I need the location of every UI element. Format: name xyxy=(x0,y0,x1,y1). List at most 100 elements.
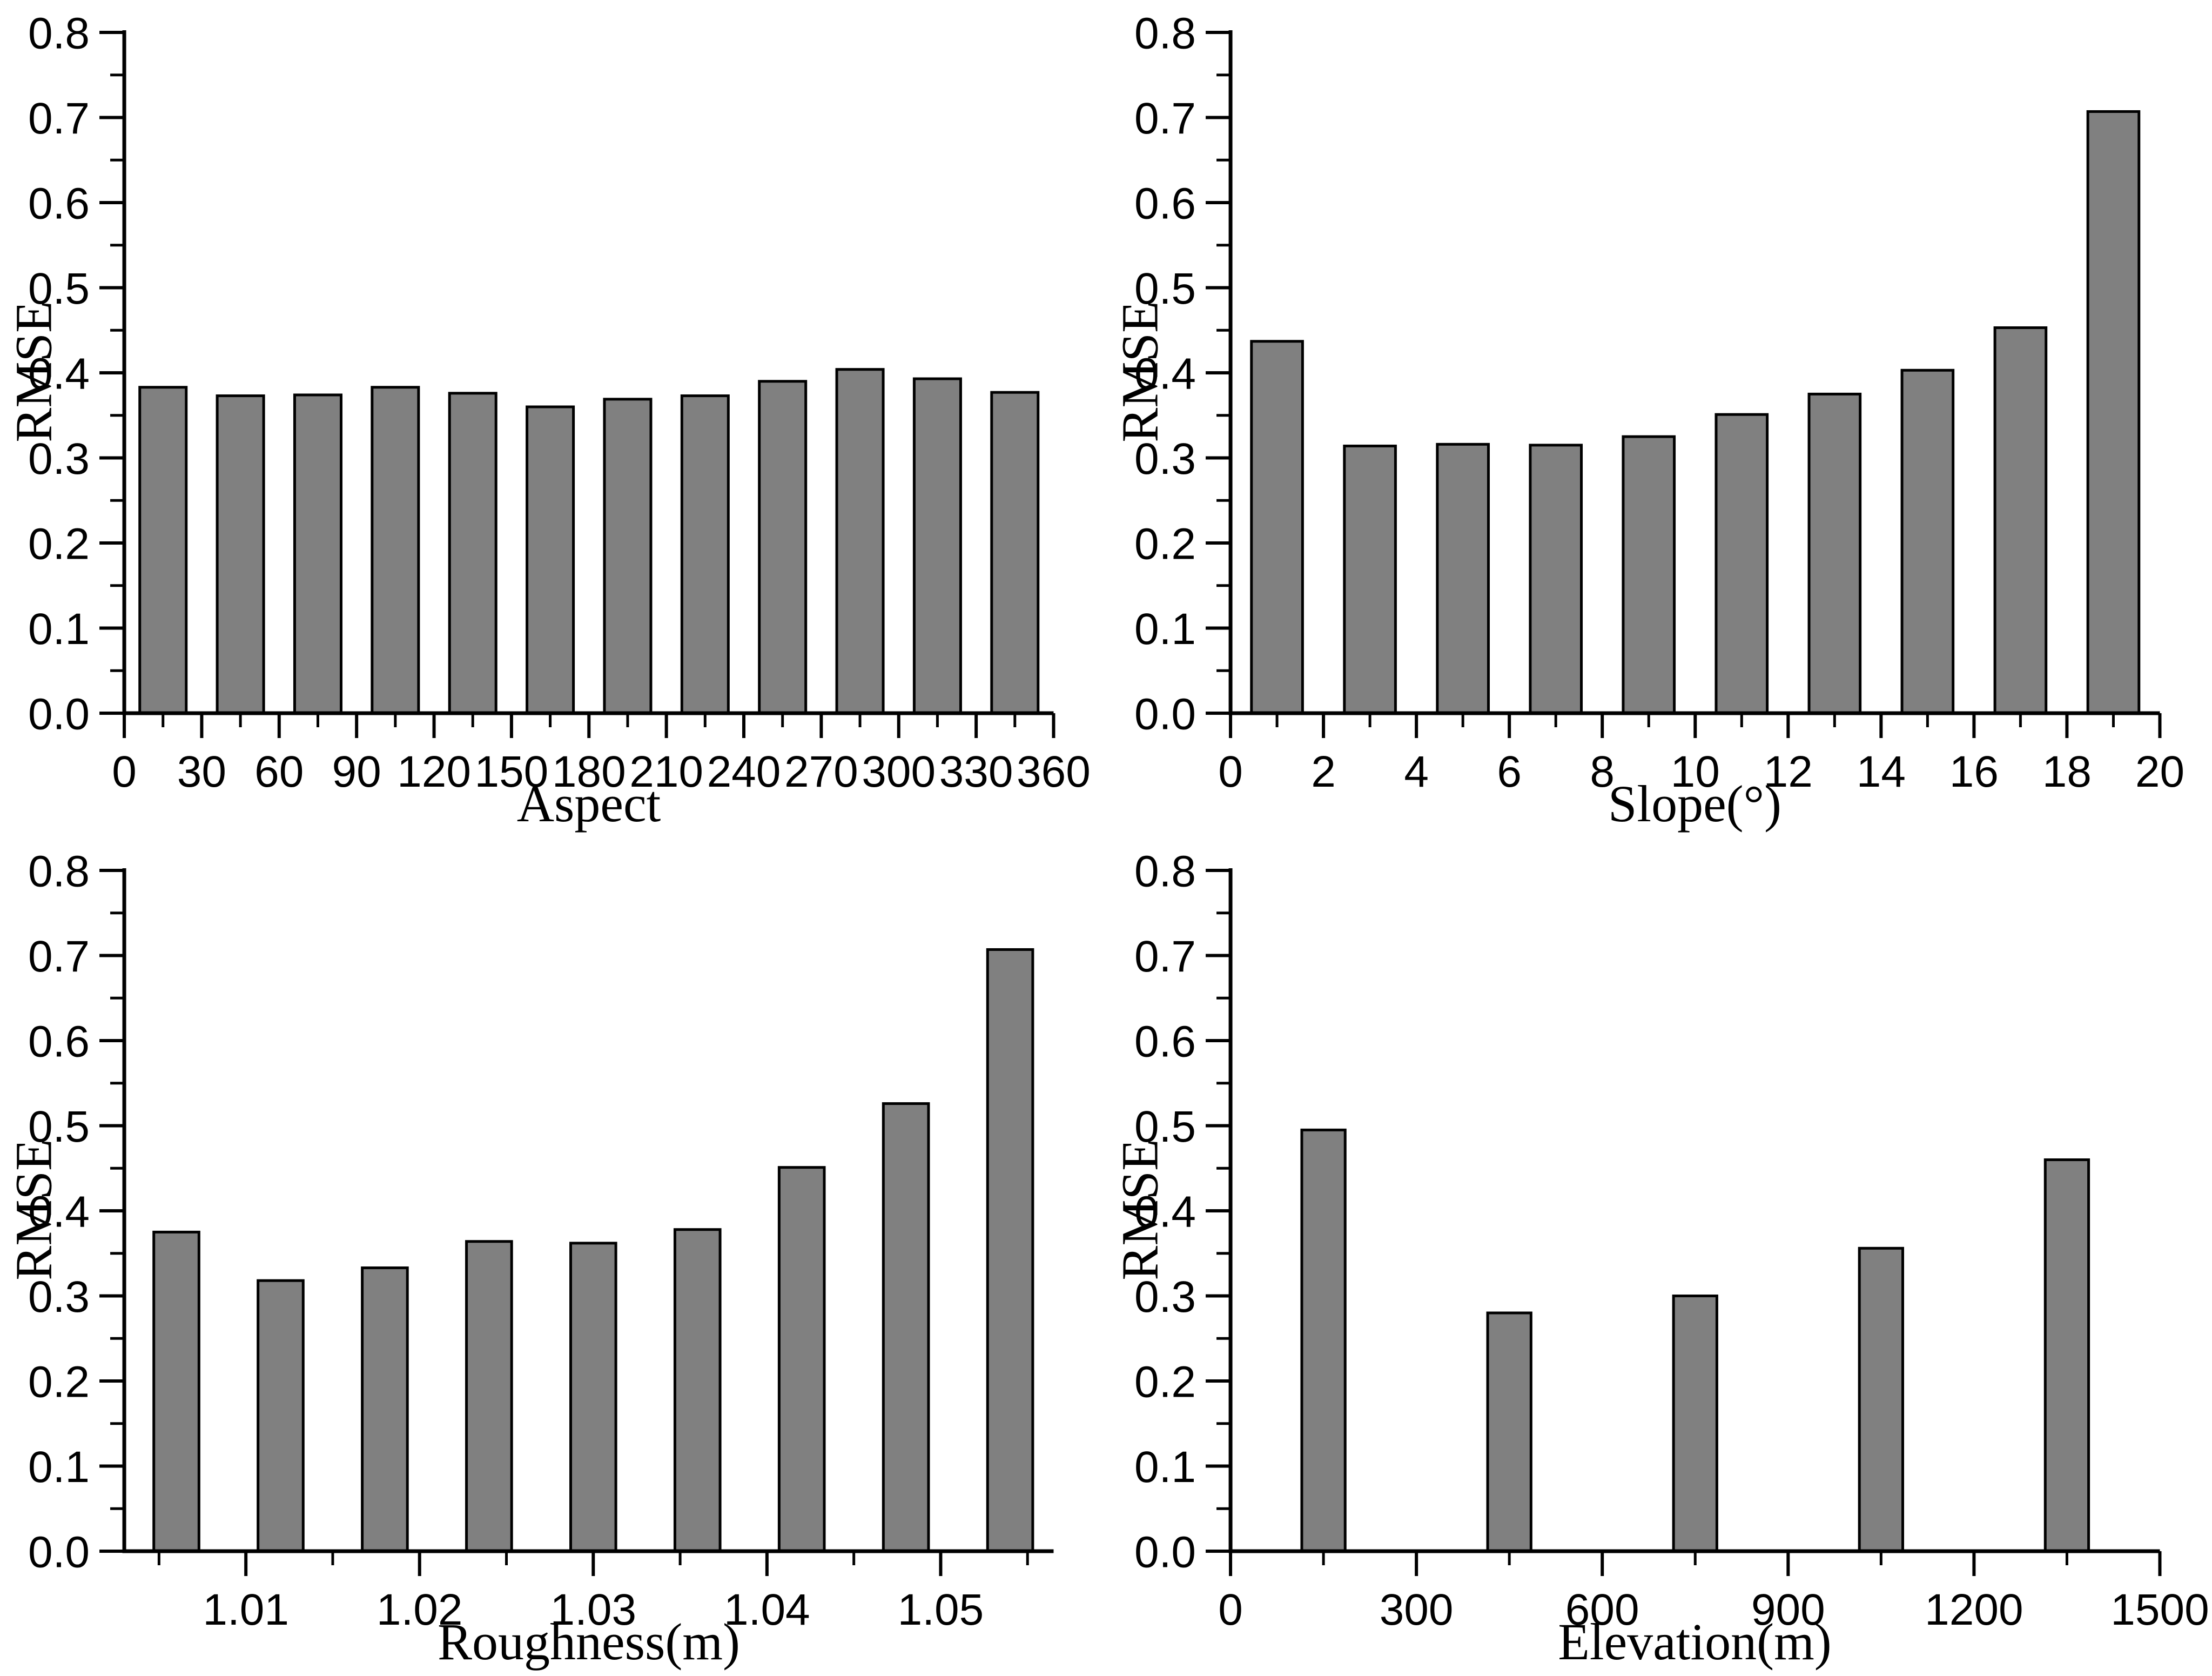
x-tick-label: 300 xyxy=(862,747,936,796)
x-tick-label: 16 xyxy=(1949,747,1998,796)
y-tick-label: 0.7 xyxy=(1134,94,1196,143)
y-tick-label: 0.0 xyxy=(1134,1528,1196,1577)
x-tick-label: 6 xyxy=(1497,747,1522,796)
y-tick-label: 0.7 xyxy=(1134,932,1196,981)
bar xyxy=(835,368,885,715)
x-tick-label: 18 xyxy=(2042,747,2091,796)
y-axis-title-rmse-slope: RMSE xyxy=(1111,301,1168,443)
bar xyxy=(526,405,575,715)
y-tick-label: 0.6 xyxy=(1134,1017,1196,1067)
y-tick-label: 0.2 xyxy=(28,520,90,569)
x-tick-label: 90 xyxy=(332,747,381,796)
bar xyxy=(1900,368,1954,715)
x-tick-label: 210 xyxy=(629,747,703,796)
bar xyxy=(1807,392,1861,715)
bar xyxy=(990,391,1040,715)
x-tick-label: 30 xyxy=(177,747,226,796)
y-tick-label: 0.4 xyxy=(28,1188,90,1237)
y-tick-label: 0.1 xyxy=(1134,605,1196,654)
x-axis-title-aspect: Aspect xyxy=(516,775,661,833)
y-tick-label: 0.8 xyxy=(28,9,90,58)
elevation-bar-chart: 0.0 0.1 0.2 0.3 0.4 0.5 0.6 0.7 0.8 0 300 600 900 120… xyxy=(1134,847,2209,1634)
x-tick-label: 1200 xyxy=(1925,1585,2023,1634)
bar xyxy=(912,377,962,715)
x-tick-label: 8 xyxy=(1590,747,1615,796)
bar xyxy=(777,1166,826,1553)
roughness-bar-chart: 0.0 0.1 0.2 0.3 0.4 0.5 0.6 0.7 0.8 1.01 1.02 1.03 1… xyxy=(28,847,1054,1634)
x-axis-title-slope: Slope(°) xyxy=(1608,775,1781,833)
y-tick-label: 0.3 xyxy=(28,1272,90,1322)
y-axis-title-rmse-aspect: RMSE xyxy=(4,301,63,443)
x-tick-label: 10 xyxy=(1670,747,1719,796)
y-tick-label: 0.5 xyxy=(28,1102,90,1151)
y-tick-label: 0.7 xyxy=(28,94,90,143)
bar xyxy=(138,386,188,715)
x-tick-label: 0 xyxy=(1218,747,1243,796)
bar xyxy=(1621,435,1676,715)
bar xyxy=(2043,1158,2090,1553)
y-tick-label: 0.7 xyxy=(28,932,90,981)
x-axis-title-roughness: Roughness(m) xyxy=(438,1613,740,1671)
x-tick-label: 1500 xyxy=(2110,1585,2209,1634)
x-axis-title-elevation: Elevation(m) xyxy=(1558,1613,1832,1671)
bar xyxy=(2086,110,2140,715)
x-tick-label: 600 xyxy=(1565,1585,1639,1634)
bar xyxy=(1714,413,1769,715)
aspect-bar-chart: 0.0 0.1 0.2 0.3 0.4 0.5 0.6 0.7 0.8 0 30 60 90 120 150… xyxy=(28,9,1091,796)
slope-bar-chart: 0.0 0.1 0.2 0.3 0.4 0.5 0.6 0.7 0.8 0 2 4 6 8 10 12 14 16… xyxy=(1134,9,2184,796)
y-tick-label: 0.5 xyxy=(1134,1102,1196,1151)
bar xyxy=(257,1279,305,1553)
x-tick-label: 270 xyxy=(784,747,858,796)
x-tick-label: 1.03 xyxy=(550,1585,636,1634)
y-tick-label: 0.1 xyxy=(1134,1443,1196,1492)
y-tick-label: 0.3 xyxy=(28,434,90,484)
x-tick-label: 180 xyxy=(552,747,626,796)
y-tick-label: 0.6 xyxy=(28,179,90,229)
x-tick-label: 0 xyxy=(112,747,137,796)
y-axis-title-rmse-elevation: RMSE xyxy=(1111,1139,1168,1281)
x-tick-label: 300 xyxy=(1379,1585,1453,1634)
y-tick-label: 0.2 xyxy=(1134,520,1196,569)
y-tick-label: 0.2 xyxy=(28,1358,90,1407)
bar xyxy=(1486,1311,1532,1553)
x-tick-label: 1.04 xyxy=(724,1585,810,1634)
x-tick-label: 1.02 xyxy=(376,1585,463,1634)
chart-panel-aspect: 0.0 0.1 0.2 0.3 0.4 0.5 0.6 0.7 0.8 0 30 60 90 120 150… xyxy=(0,0,1106,838)
y-tick-label: 0.3 xyxy=(1134,434,1196,484)
x-tick-label: 1.01 xyxy=(203,1585,289,1634)
x-tick-label: 1.05 xyxy=(898,1585,984,1634)
y-tick-label: 0.6 xyxy=(28,1017,90,1067)
bar xyxy=(569,1242,617,1553)
y-tick-label: 0.8 xyxy=(1134,847,1196,896)
x-tick-label: 12 xyxy=(1763,747,1812,796)
x-tick-label: 240 xyxy=(707,747,781,796)
x-tick-label: 4 xyxy=(1404,747,1429,796)
x-tick-label: 60 xyxy=(254,747,304,796)
bar xyxy=(603,398,653,715)
x-tick-label: 330 xyxy=(939,747,1013,796)
bar xyxy=(1993,326,2047,715)
y-tick-label: 0.4 xyxy=(28,350,90,399)
x-tick-label: 900 xyxy=(1751,1585,1825,1634)
y-tick-label: 0.0 xyxy=(28,1528,90,1577)
bar xyxy=(758,380,808,715)
y-tick-label: 0.1 xyxy=(28,605,90,654)
bar xyxy=(1342,444,1397,715)
x-tick-label: 150 xyxy=(474,747,548,796)
y-tick-label: 0.8 xyxy=(28,847,90,896)
y-tick-label: 0.1 xyxy=(28,1443,90,1492)
bar xyxy=(986,948,1034,1553)
bar xyxy=(1672,1295,1718,1553)
y-tick-label: 0.6 xyxy=(1134,179,1196,229)
bar xyxy=(1858,1246,1904,1553)
bar xyxy=(465,1240,513,1553)
x-tick-label: 2 xyxy=(1311,747,1336,796)
y-axis-title-rmse-roughness: RMSE xyxy=(4,1139,63,1281)
bar xyxy=(1528,444,1583,715)
bar xyxy=(882,1102,930,1553)
chart-panel-slope: 0.0 0.1 0.2 0.3 0.4 0.5 0.6 0.7 0.8 0 2 4 6 8 10 12 14 16… xyxy=(1106,0,2212,838)
bar xyxy=(152,1230,200,1553)
y-tick-label: 0.5 xyxy=(28,264,90,313)
y-tick-label: 0.3 xyxy=(1134,1272,1196,1322)
bar xyxy=(361,1266,409,1553)
